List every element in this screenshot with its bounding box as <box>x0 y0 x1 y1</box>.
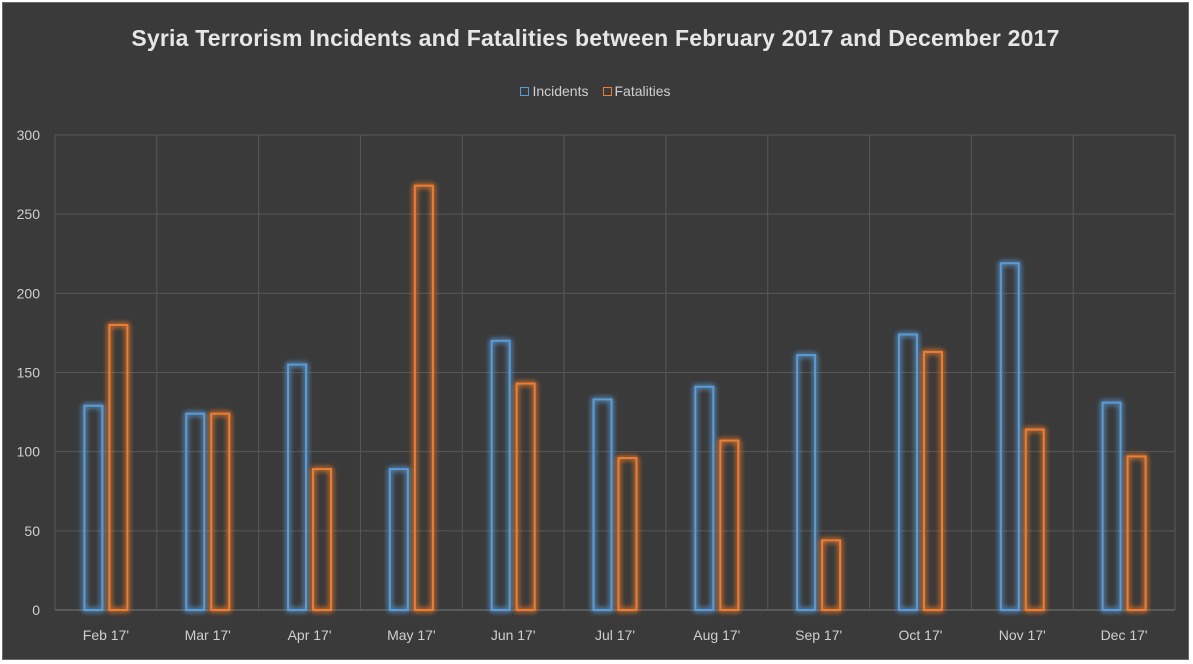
bar-fatalities-2 <box>312 468 333 612</box>
y-tick-label: 200 <box>17 285 41 301</box>
y-tick-label: 0 <box>32 602 40 618</box>
legend-label-fatalities: Fatalities <box>614 83 671 99</box>
bar-incidents-3 <box>388 468 409 612</box>
bar-fatalities-4 <box>515 382 536 612</box>
x-tick-label: Feb 17' <box>83 627 129 643</box>
x-tick-label: Apr 17' <box>288 627 332 643</box>
bar-fatalities-9 <box>1024 428 1045 611</box>
bar-incidents-6 <box>694 385 715 611</box>
bar-incidents-0 <box>83 404 104 611</box>
bar-fatalities-6 <box>719 439 740 612</box>
x-tick-label: Jul 17' <box>595 627 635 643</box>
legend: Incidents Fatalities <box>3 83 1188 99</box>
y-tick-label: 50 <box>24 523 40 539</box>
y-tick-label: 150 <box>17 365 41 381</box>
bar-fatalities-5 <box>617 457 638 611</box>
bar-incidents-7 <box>796 354 817 612</box>
bar-fatalities-7 <box>821 539 842 611</box>
y-tick-label: 300 <box>17 127 41 143</box>
bar-incidents-5 <box>592 398 613 611</box>
x-tick-label: Nov 17' <box>999 627 1046 643</box>
bar-fatalities-3 <box>413 184 434 612</box>
bar-incidents-8 <box>897 333 918 611</box>
legend-swatch-incidents <box>520 86 530 96</box>
x-tick-label: Sep 17' <box>795 627 842 643</box>
x-tick-label: May 17' <box>387 627 436 643</box>
gridlines <box>54 134 1176 611</box>
bar-incidents-10 <box>1101 401 1122 612</box>
bar-incidents-2 <box>287 363 308 612</box>
x-axis: Feb 17' Mar 17' Apr 17' May 17' Jun 17' Jul 1… <box>83 627 1148 643</box>
bar-incidents-1 <box>185 412 206 611</box>
legend-label-incidents: Incidents <box>532 83 589 99</box>
bar-fatalities-8 <box>922 350 943 611</box>
x-tick-label: Dec 17' <box>1101 627 1148 643</box>
x-tick-label: Mar 17' <box>185 627 231 643</box>
y-tick-label: 100 <box>17 444 41 460</box>
bar-incidents-4 <box>490 339 511 611</box>
y-axis: 0 50 100 150 200 250 300 <box>17 127 41 618</box>
bar-fatalities-0 <box>108 324 129 611</box>
bar-fatalities-10 <box>1126 455 1147 611</box>
x-tick-label: Oct 17' <box>898 627 942 643</box>
legend-swatch-fatalities <box>602 86 612 96</box>
y-tick-label: 250 <box>17 206 41 222</box>
bar-fatalities-1 <box>210 412 231 611</box>
chart-title: Syria Terrorism Incidents and Fatalities… <box>131 25 1060 51</box>
legend-item-fatalities: Fatalities <box>602 83 671 99</box>
bars <box>83 184 1147 612</box>
legend-item-incidents: Incidents <box>520 83 589 99</box>
bar-incidents-9 <box>999 262 1020 611</box>
x-tick-label: Aug 17' <box>693 627 740 643</box>
x-tick-label: Jun 17' <box>491 627 536 643</box>
